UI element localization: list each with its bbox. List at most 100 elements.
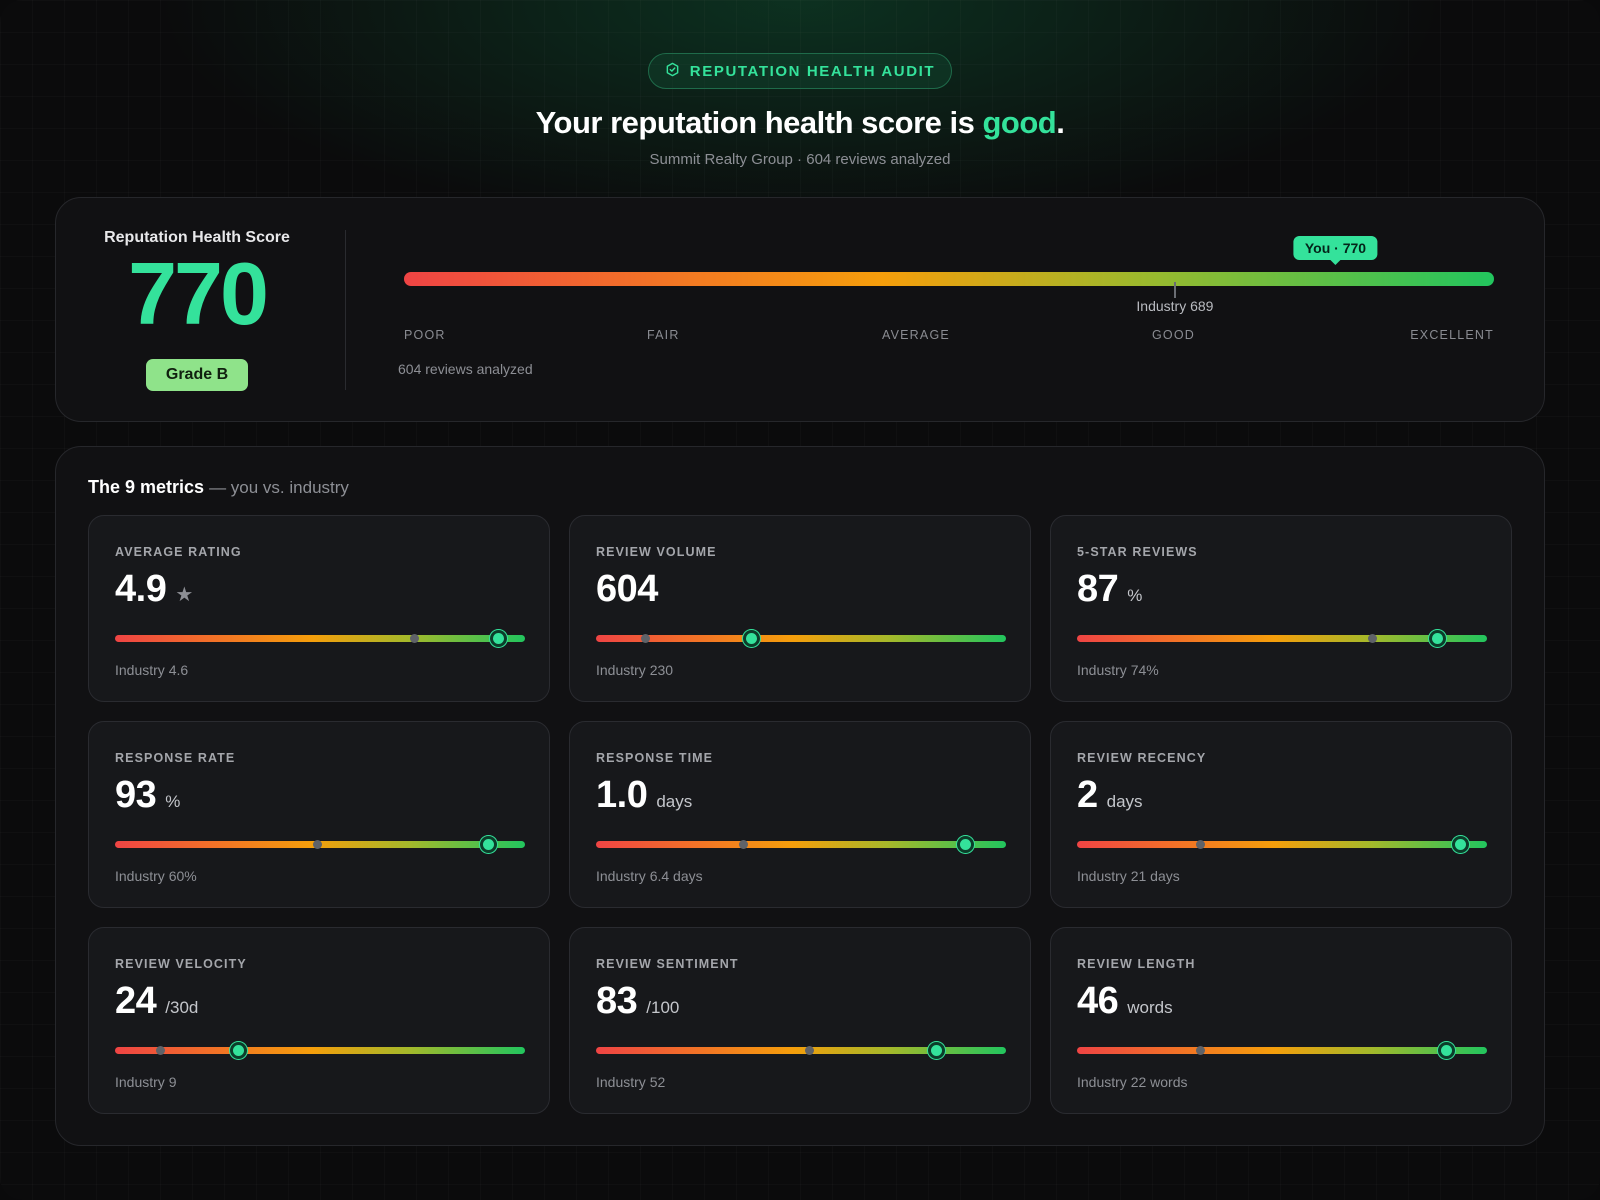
page-headline: Your reputation health score is good. <box>0 105 1600 141</box>
industry-marker <box>1367 634 1377 643</box>
score-value: 770 <box>128 244 269 343</box>
industry-marker <box>155 1046 165 1055</box>
industry-marker <box>1173 282 1176 298</box>
metric-label: RESPONSE RATE <box>115 751 236 765</box>
metric-unit: days <box>1106 792 1143 811</box>
industry-marker <box>1195 840 1205 849</box>
metric-value: 46 <box>1077 980 1119 1022</box>
metric-industry-value: Industry 21 days <box>1077 868 1180 884</box>
metric-gradient-bar <box>1077 1047 1487 1054</box>
metric-gradient-bar <box>115 635 525 642</box>
metric-industry-value: Industry 4.6 <box>115 662 189 678</box>
metric-card: REVIEW RECENCY 2 days Industry 21 days <box>1050 721 1512 908</box>
score-card: Reputation Health Score 770 Grade B You … <box>55 197 1545 422</box>
metric-value-group: 24/30d <box>115 980 198 1023</box>
metric-label: 5-STAR REVIEWS <box>1077 545 1198 559</box>
industry-marker <box>640 634 650 643</box>
metric-value: 24 <box>115 980 157 1022</box>
metric-card: REVIEW VOLUME 604 Industry 230 <box>569 515 1031 702</box>
industry-marker <box>409 634 419 643</box>
scale-label-poor: POOR <box>404 328 446 342</box>
metric-value: 87 <box>1077 568 1119 610</box>
metric-gradient-bar <box>596 635 1006 642</box>
metric-unit: words <box>1127 998 1173 1017</box>
metric-gradient-bar <box>596 1047 1006 1054</box>
score-gradient-bar <box>404 272 1494 286</box>
metric-card: AVERAGE RATING 4.9 ★ Industry 4.6 <box>88 515 550 702</box>
metric-unit: days <box>656 792 693 811</box>
industry-marker <box>1195 1046 1205 1055</box>
you-score-tag: You · 770 <box>1293 236 1378 265</box>
metric-label: AVERAGE RATING <box>115 545 242 559</box>
metric-label: RESPONSE TIME <box>596 751 714 765</box>
you-marker <box>1437 1042 1455 1059</box>
score-summary: Reputation Health Score 770 Grade B <box>56 198 346 423</box>
metrics-title: The 9 metrics <box>88 477 205 497</box>
you-marker <box>229 1042 247 1059</box>
metric-card: REVIEW VELOCITY 24/30d Industry 9 <box>88 927 550 1114</box>
you-marker <box>1429 630 1447 647</box>
industry-marker <box>739 840 749 849</box>
reviews-analyzed-note: 604 reviews analyzed <box>398 361 533 377</box>
metric-card: RESPONSE TIME 1.0 days Industry 6.4 days <box>569 721 1031 908</box>
metric-label: REVIEW VELOCITY <box>115 957 247 971</box>
metric-unit: /30d <box>165 998 199 1017</box>
metric-card: 5-STAR REVIEWS 87% Industry 74% <box>1050 515 1512 702</box>
metric-value: 93 <box>115 774 157 816</box>
metric-value-group: 4.9 ★ <box>115 568 193 611</box>
metric-gradient-bar <box>596 841 1006 848</box>
metric-value: 2 <box>1077 774 1098 816</box>
metric-value-group: 87% <box>1077 568 1142 611</box>
headline-prefix: Your reputation health score is <box>535 105 983 140</box>
score-divider <box>345 230 346 390</box>
metric-label: REVIEW SENTIMENT <box>596 957 739 971</box>
metric-industry-value: Industry 9 <box>115 1074 177 1090</box>
you-marker <box>743 630 761 647</box>
metric-value: 604 <box>596 568 658 610</box>
metric-value: 83 <box>596 980 638 1022</box>
metric-industry-value: Industry 60% <box>115 868 197 884</box>
metric-gradient-bar <box>1077 841 1487 848</box>
metric-industry-value: Industry 6.4 days <box>596 868 703 884</box>
metric-value-group: 2 days <box>1077 774 1143 817</box>
headline-rating: good <box>982 105 1057 140</box>
metric-industry-value: Industry 22 words <box>1077 1074 1188 1090</box>
scale-labels: POOR FAIR AVERAGE GOOD EXCELLENT <box>404 328 1494 344</box>
metric-unit: % <box>1127 586 1143 605</box>
you-marker <box>1451 836 1469 853</box>
audit-badge-label: REPUTATION HEALTH AUDIT <box>689 62 936 80</box>
industry-marker <box>804 1046 814 1055</box>
scale-label-excellent: EXCELLENT <box>1410 328 1494 342</box>
scale-label-fair: FAIR <box>647 328 680 342</box>
you-marker <box>956 836 974 853</box>
metric-unit: % <box>165 792 181 811</box>
industry-score-label: Industry 689 <box>1136 298 1214 314</box>
metric-value-group: 1.0 days <box>596 774 692 817</box>
metric-card: REVIEW LENGTH 46 words Industry 22 words <box>1050 927 1512 1114</box>
shield-check-icon <box>665 62 680 81</box>
metric-card: RESPONSE RATE 93% Industry 60% <box>88 721 550 908</box>
metric-card: REVIEW SENTIMENT 83/100 Industry 52 <box>569 927 1031 1114</box>
scale-label-average: AVERAGE <box>882 328 950 342</box>
metric-gradient-bar <box>1077 635 1487 642</box>
metric-value-group: 604 <box>596 568 658 611</box>
star-icon: ★ <box>175 584 194 606</box>
scale-label-good: GOOD <box>1152 328 1195 342</box>
headline-suffix: . <box>1056 105 1065 140</box>
metric-industry-value: Industry 74% <box>1077 662 1159 678</box>
metric-value: 4.9 <box>115 568 167 610</box>
metric-label: REVIEW LENGTH <box>1077 957 1196 971</box>
industry-marker <box>313 840 323 849</box>
metric-value-group: 46 words <box>1077 980 1173 1023</box>
metric-industry-value: Industry 230 <box>596 662 674 678</box>
score-label: Reputation Health Score <box>104 229 290 246</box>
metric-unit: /100 <box>646 998 680 1017</box>
metrics-card: The 9 metrics — you vs. industry AVERAGE… <box>55 446 1545 1146</box>
metric-label: REVIEW VOLUME <box>596 545 717 559</box>
grade-badge: Grade B <box>146 359 248 391</box>
metrics-heading: The 9 metrics — you vs. industry <box>88 477 349 498</box>
you-marker <box>489 630 507 647</box>
metric-value: 1.0 <box>596 774 648 816</box>
you-marker <box>479 836 497 853</box>
